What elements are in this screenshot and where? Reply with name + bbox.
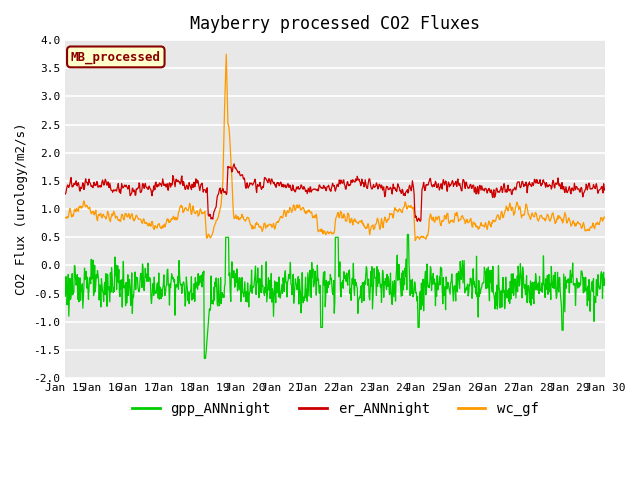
Text: MB_processed: MB_processed bbox=[71, 50, 161, 63]
Title: Mayberry processed CO2 Fluxes: Mayberry processed CO2 Fluxes bbox=[190, 15, 480, 33]
Legend: gpp_ANNnight, er_ANNnight, wc_gf: gpp_ANNnight, er_ANNnight, wc_gf bbox=[126, 396, 544, 422]
Y-axis label: CO2 Flux (urology/m2/s): CO2 Flux (urology/m2/s) bbox=[15, 123, 28, 295]
